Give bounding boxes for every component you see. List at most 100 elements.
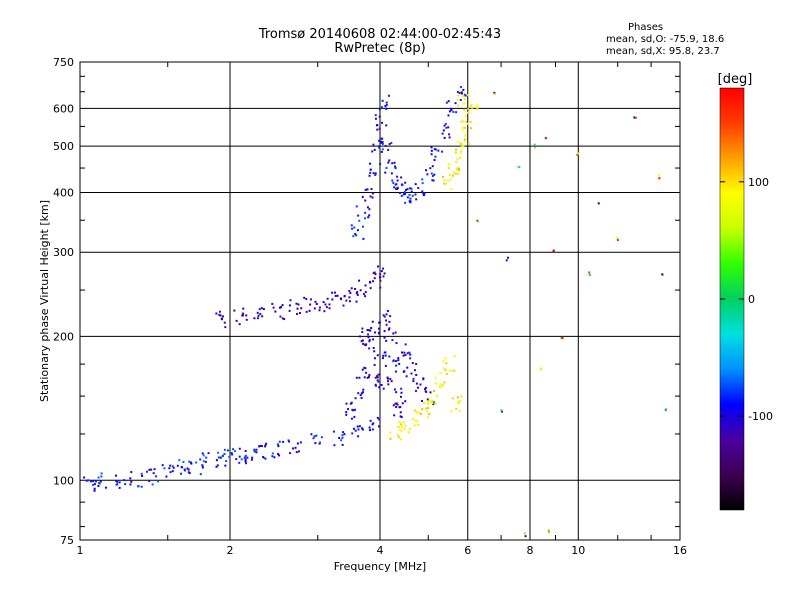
- data-point: [371, 196, 374, 199]
- data-point: [451, 397, 454, 400]
- data-point: [414, 419, 417, 422]
- data-point: [462, 120, 465, 123]
- data-point: [385, 319, 388, 322]
- data-point: [459, 142, 462, 145]
- data-point: [424, 388, 427, 391]
- data-point: [372, 143, 375, 146]
- data-point: [118, 481, 121, 484]
- data-point: [189, 461, 192, 464]
- data-point: [428, 398, 431, 401]
- data-point: [359, 394, 362, 397]
- data-point: [371, 150, 374, 153]
- data-point: [354, 429, 357, 432]
- data-point: [404, 201, 407, 204]
- data-point: [425, 407, 428, 410]
- data-point: [447, 179, 450, 182]
- data-point: [152, 472, 155, 475]
- data-point: [341, 436, 344, 439]
- data-point: [501, 410, 504, 413]
- data-point: [187, 468, 190, 471]
- data-point: [410, 187, 413, 190]
- data-point: [124, 483, 127, 486]
- data-point: [352, 409, 355, 412]
- data-point: [383, 336, 386, 339]
- data-point: [539, 367, 542, 370]
- data-point: [394, 331, 397, 334]
- data-point: [215, 459, 218, 462]
- data-point: [358, 376, 361, 379]
- data-point: [367, 333, 370, 336]
- data-point: [383, 272, 386, 275]
- data-point: [415, 198, 418, 201]
- data-point: [242, 312, 245, 315]
- data-point: [398, 191, 401, 194]
- data-point: [444, 357, 447, 360]
- data-point: [457, 169, 460, 172]
- data-point: [250, 458, 253, 461]
- data-point: [421, 399, 424, 402]
- data-point: [366, 206, 369, 209]
- data-point: [295, 302, 298, 305]
- data-point: [219, 456, 222, 459]
- data-point: [308, 309, 311, 312]
- data-point: [370, 188, 373, 191]
- data-point: [411, 362, 414, 365]
- data-point: [422, 194, 425, 197]
- y-tick-label: 500: [53, 140, 74, 153]
- data-point: [417, 186, 420, 189]
- data-point: [466, 122, 469, 125]
- data-point: [386, 377, 389, 380]
- colorbar-ticks: 100 0 -100: [720, 176, 773, 423]
- data-point: [385, 339, 388, 342]
- data-point: [345, 402, 348, 405]
- data-point: [373, 350, 376, 353]
- data-point: [225, 460, 228, 463]
- data-point: [388, 159, 391, 162]
- data-point: [296, 312, 299, 315]
- data-point: [218, 313, 221, 316]
- data-point: [364, 211, 367, 214]
- data-point: [467, 111, 470, 114]
- data-point: [448, 173, 451, 176]
- data-point: [431, 399, 434, 402]
- data-point: [289, 299, 292, 302]
- data-point: [314, 300, 317, 303]
- data-point: [432, 401, 435, 404]
- data-point: [358, 425, 361, 428]
- phase-legend-o-mode: mean, sd,O: -75.9, 18.6: [606, 34, 725, 45]
- data-point: [404, 181, 407, 184]
- data-point: [393, 161, 396, 164]
- data-point: [421, 182, 424, 185]
- data-point: [151, 483, 154, 486]
- data-point: [456, 140, 459, 143]
- data-point: [533, 143, 536, 146]
- data-point: [322, 301, 325, 304]
- data-point: [552, 250, 555, 253]
- data-point: [384, 364, 387, 367]
- data-point: [271, 452, 274, 455]
- data-point: [657, 174, 660, 177]
- data-point: [433, 390, 436, 393]
- data-point: [377, 373, 380, 376]
- data-point: [377, 380, 380, 383]
- data-point: [364, 367, 367, 370]
- data-point: [424, 386, 427, 389]
- data-point: [421, 190, 424, 193]
- data-point: [136, 485, 139, 488]
- data-point: [318, 442, 321, 445]
- data-point: [378, 115, 381, 118]
- data-point: [347, 408, 350, 411]
- data-point: [380, 383, 383, 386]
- data-point: [387, 161, 390, 164]
- data-point: [467, 107, 470, 110]
- scatter-points: [83, 86, 667, 538]
- data-point: [201, 466, 204, 469]
- data-point: [315, 302, 318, 305]
- data-point: [367, 336, 370, 339]
- data-point: [262, 456, 265, 459]
- data-point: [548, 530, 551, 533]
- data-point: [288, 440, 291, 443]
- data-point: [238, 447, 241, 450]
- data-point: [374, 173, 377, 176]
- data-point: [409, 197, 412, 200]
